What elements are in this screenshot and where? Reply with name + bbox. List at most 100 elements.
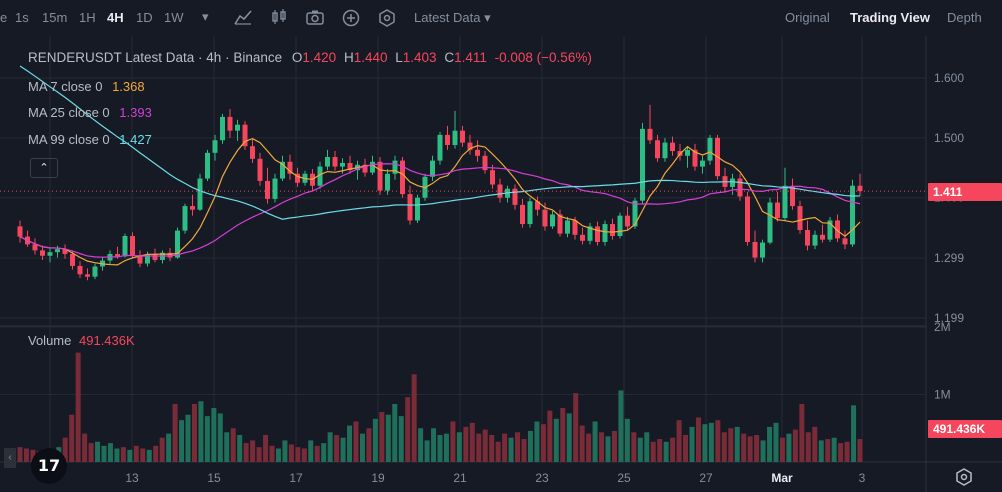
ma25-value: 1.393 [119, 105, 152, 120]
candle-body [475, 149, 480, 156]
volume-bar [566, 413, 572, 462]
candle-body [272, 178, 278, 199]
volume-bar [211, 408, 217, 462]
view-tab-depth[interactable]: Depth [947, 10, 982, 25]
ma99-line [19, 65, 861, 220]
candle-body [835, 220, 840, 239]
chart-settings-icon[interactable] [955, 468, 973, 486]
candle-body [550, 214, 555, 227]
view-tab-trading-view[interactable]: Trading View [850, 10, 930, 25]
settings-icon[interactable] [378, 9, 396, 27]
chevron-up-icon: ⌃ [39, 162, 49, 174]
candle-body [287, 161, 293, 174]
candle-body [700, 160, 705, 167]
camera-icon[interactable] [306, 9, 324, 25]
change-value: -0.008 (−0.56%) [494, 50, 592, 65]
volume-bar [754, 435, 760, 462]
chart-area[interactable]: 1.6001.5001.4001.2991.1992M1M11131517192… [0, 36, 1002, 492]
interval-4h[interactable]: 4H [107, 10, 124, 25]
volume-bar [734, 426, 740, 462]
candle-body [362, 164, 368, 173]
interval-1w[interactable]: 1W [164, 10, 184, 25]
current-price-badge: 1.411 [928, 183, 1002, 201]
candle-body [115, 253, 120, 257]
volume-bar [515, 432, 521, 462]
volume-bar [695, 417, 701, 462]
interval-15m[interactable]: 15m [42, 10, 68, 25]
chart-type-icon[interactable] [270, 8, 288, 26]
candle-body [227, 116, 233, 131]
add-indicator-icon[interactable] [342, 9, 360, 27]
candle-body [632, 200, 638, 227]
volume-bar [812, 426, 818, 462]
ma7-line [19, 137, 861, 266]
scroll-left-button[interactable]: ‹ [4, 448, 16, 468]
candle-body [842, 238, 848, 245]
volume-bar [217, 413, 223, 462]
volume-bar [799, 403, 805, 462]
price-axis-label: 1.600 [934, 71, 964, 85]
volume-bar [146, 449, 152, 462]
candle-body [797, 206, 803, 231]
volume-bar [463, 426, 469, 462]
volume-bar [282, 440, 288, 462]
time-axis-label: 19 [371, 471, 385, 485]
volume-bar [101, 445, 107, 462]
volume-bar [476, 433, 482, 462]
volume-bar [450, 421, 456, 462]
volume-bar [702, 424, 708, 462]
volume-bar [88, 443, 94, 462]
volume-bar [689, 426, 695, 462]
time-axis-label: 27 [699, 471, 713, 485]
symbol-label: RENDERUSDT Latest Data · 4h · Binance [28, 50, 283, 65]
volume-bar [553, 418, 559, 462]
volume-bar [23, 448, 29, 462]
candle-body [452, 130, 458, 146]
volume-bar [644, 432, 650, 462]
candle-body [595, 226, 600, 242]
candle-body [197, 178, 203, 210]
interval-1d[interactable]: 1D [136, 10, 153, 25]
volume-bar [657, 439, 663, 462]
candle-body [250, 146, 255, 159]
candle-body [460, 130, 465, 143]
volume-bar [650, 441, 656, 462]
candle-body [512, 188, 518, 205]
volume-axis-label: 2M [934, 320, 951, 334]
candle-body [430, 160, 435, 177]
candle-body [437, 134, 443, 161]
volume-bar [62, 437, 68, 462]
candle-body [70, 253, 75, 266]
ma99-legend: MA 99 close 0 1.427 [28, 132, 152, 147]
volume-bar [392, 403, 398, 462]
data-mode-dropdown[interactable]: Latest Data ▾ [414, 10, 491, 26]
collapse-legend-button[interactable]: ⌃ [30, 158, 58, 178]
interval-dropdown-icon[interactable]: ▾ [202, 9, 209, 24]
volume-bar [838, 443, 844, 462]
volume-bar [670, 437, 676, 462]
time-axis-label: 25 [617, 471, 631, 485]
volume-bar [708, 422, 714, 462]
candle-body [62, 249, 68, 254]
interval-1s[interactable]: 1s [15, 10, 29, 25]
volume-bar [586, 433, 592, 462]
candle-body [415, 197, 420, 221]
volume-bar [185, 414, 191, 462]
candle-body [190, 206, 195, 210]
candle-body [572, 220, 578, 235]
candle-body [220, 116, 225, 141]
volume-bar [773, 422, 779, 462]
volume-bar [527, 430, 533, 462]
candle-body [347, 162, 353, 171]
candle-body [685, 149, 690, 156]
view-tab-original[interactable]: Original [785, 10, 830, 25]
volume-bar [17, 447, 23, 462]
price-chart[interactable]: 1.6001.5001.4001.2991.1992M1M11131517192… [0, 36, 1002, 492]
interval-e[interactable]: e [0, 10, 8, 25]
candle-body [782, 185, 788, 219]
volume-bar [857, 439, 863, 462]
indicators-icon[interactable] [234, 9, 252, 25]
interval-1h[interactable]: 1H [79, 10, 96, 25]
volume-bar [411, 374, 417, 462]
time-axis-label: 23 [535, 471, 549, 485]
